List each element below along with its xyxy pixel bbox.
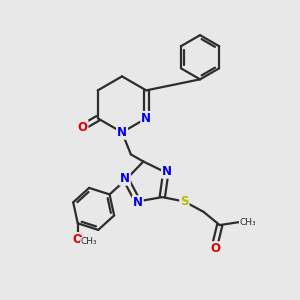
Text: N: N bbox=[133, 196, 143, 209]
Text: N: N bbox=[162, 165, 172, 178]
Text: CH₃: CH₃ bbox=[239, 218, 256, 226]
Text: O: O bbox=[77, 121, 88, 134]
Text: O: O bbox=[73, 233, 83, 246]
Text: N: N bbox=[120, 172, 130, 185]
Text: N: N bbox=[141, 112, 151, 125]
Text: S: S bbox=[180, 195, 189, 208]
Text: CH₃: CH₃ bbox=[81, 237, 97, 246]
Text: N: N bbox=[117, 126, 127, 139]
Text: O: O bbox=[210, 242, 220, 255]
